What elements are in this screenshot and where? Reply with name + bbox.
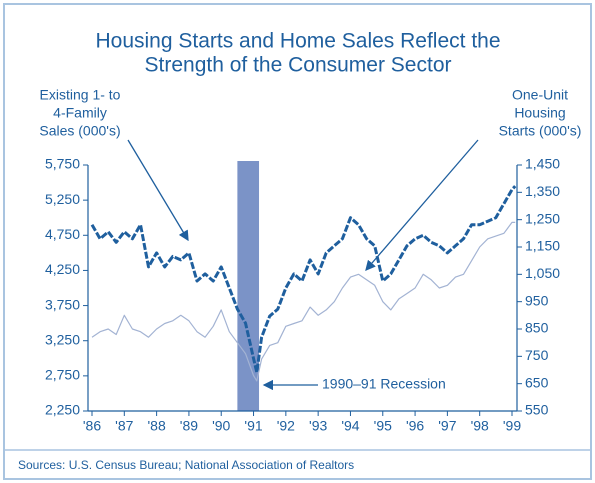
y-tick-label: 2,750 bbox=[45, 367, 80, 383]
x-tick-label: '91 bbox=[244, 418, 262, 434]
y2-tick-label: 1,350 bbox=[525, 183, 560, 199]
x-tick-label: '93 bbox=[309, 418, 327, 434]
y-axis-label: Existing 1- to bbox=[40, 87, 121, 103]
y-axis-label: Sales (000's) bbox=[39, 123, 120, 139]
y2-tick-label: 750 bbox=[525, 347, 549, 363]
x-tick-label: '99 bbox=[503, 418, 521, 434]
x-tick-label: '95 bbox=[374, 418, 392, 434]
source: Sources: U.S. Census Bureau; National As… bbox=[18, 458, 354, 472]
x-tick-label: '87 bbox=[115, 418, 133, 434]
y2-tick-label: 1,050 bbox=[525, 265, 560, 281]
x-tick-label: '86 bbox=[83, 418, 101, 434]
y-tick-label: 2,250 bbox=[45, 402, 80, 418]
series-line bbox=[90, 185, 517, 374]
x-tick-label: '97 bbox=[438, 418, 456, 434]
arrow bbox=[127, 139, 189, 242]
y2-tick-label: 1,250 bbox=[525, 210, 560, 226]
y2-tick-label: 1,150 bbox=[525, 238, 560, 254]
x-tick-label: '89 bbox=[180, 418, 198, 434]
y2-axis-label: One-Unit bbox=[512, 87, 568, 103]
x-tick-label: '98 bbox=[471, 418, 489, 434]
y-tick-label: 3,750 bbox=[45, 296, 80, 312]
x-tick-label: '90 bbox=[212, 418, 230, 434]
x-tick-label: '96 bbox=[406, 418, 424, 434]
recession-band bbox=[237, 161, 260, 411]
chart-title: Strength of the Consumer Sector bbox=[145, 54, 452, 77]
x-tick-label: '92 bbox=[277, 418, 295, 434]
y2-tick-label: 850 bbox=[525, 320, 549, 336]
y2-axis-label: Starts (000's) bbox=[499, 123, 582, 139]
y-axis-label: 4-Family bbox=[53, 105, 107, 121]
y2-tick-label: 950 bbox=[525, 292, 549, 308]
y2-tick-label: 550 bbox=[525, 402, 549, 418]
series-line bbox=[91, 221, 516, 382]
x-tick-label: '94 bbox=[341, 418, 359, 434]
y-tick-label: 4,750 bbox=[45, 226, 80, 242]
y-tick-label: 5,250 bbox=[45, 191, 80, 207]
y2-axis-label: Housing bbox=[514, 105, 565, 121]
frame bbox=[3, 3, 592, 480]
y-tick-label: 3,250 bbox=[45, 331, 80, 347]
chart-title: Housing Starts and Home Sales Reflect th… bbox=[95, 30, 500, 53]
arrow bbox=[365, 139, 479, 271]
y-tick-label: 5,750 bbox=[45, 156, 80, 172]
y-tick-label: 4,250 bbox=[45, 261, 80, 277]
annotation: 1990–91 Recession bbox=[322, 376, 446, 392]
x-tick-label: '88 bbox=[147, 418, 165, 434]
y2-tick-label: 1,450 bbox=[525, 156, 560, 172]
y2-tick-label: 650 bbox=[525, 374, 549, 390]
